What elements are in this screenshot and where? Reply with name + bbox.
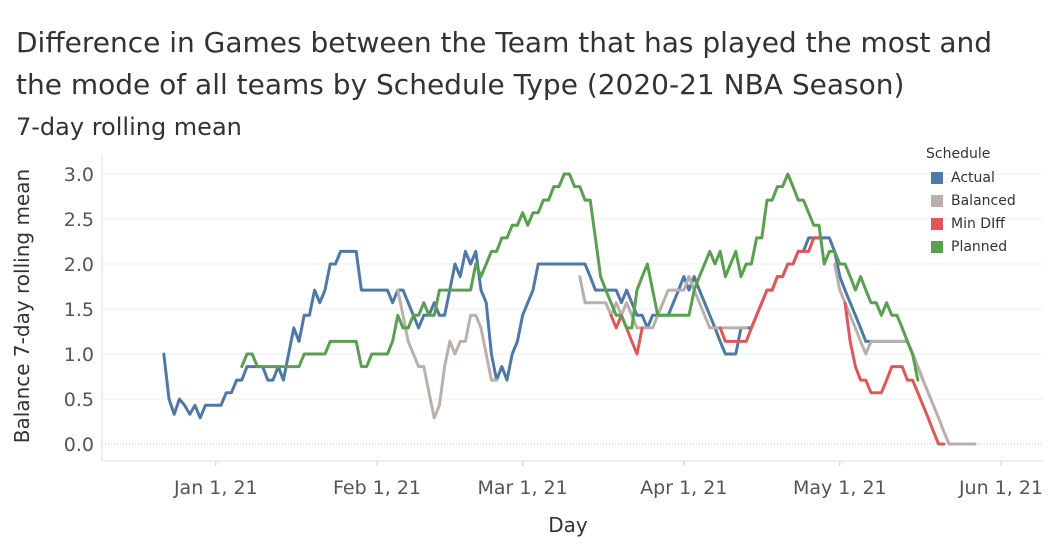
series-line [833, 262, 977, 446]
legend-label: Actual [951, 169, 995, 186]
x-tick-label: Mar 1, 21 [477, 477, 567, 499]
series-line [240, 172, 920, 382]
x-tick-label: Jan 1, 21 [173, 477, 258, 499]
legend-item[interactable]: Min DIff [926, 212, 1016, 235]
y-tick-label: 0.5 [64, 389, 94, 411]
legend-swatch [931, 194, 943, 207]
series-line [162, 236, 925, 420]
x-tick-label: Feb 1, 21 [333, 477, 421, 499]
x-tick-label: May 1, 21 [793, 477, 887, 499]
x-tick-label: Jun 1, 21 [958, 477, 1043, 499]
legend-title: Schedule [926, 146, 991, 162]
chart-title: Difference in Games between the Team tha… [16, 26, 992, 101]
series-planned [240, 172, 920, 382]
x-axis-label: Day [548, 513, 588, 537]
series-line [718, 236, 821, 343]
series-lines [162, 172, 977, 446]
legend-item[interactable]: Balanced [926, 189, 1016, 212]
legend-label: Balanced [951, 192, 1016, 209]
y-tick-label: 0.0 [64, 434, 94, 456]
gridlines [102, 173, 1043, 445]
y-tick-label: 1.5 [64, 299, 94, 321]
axes: 0.0 0.5 1.0 1.5 2.0 2.5 3.0 Jan 1, 21 Feb 1, 21 M… [64, 155, 1043, 499]
x-tick-label: Apr 1, 21 [640, 477, 727, 499]
legend-label: Min DIff [951, 215, 1005, 232]
legend-swatch [931, 217, 943, 230]
legend-swatch [931, 171, 943, 184]
y-tick-label: 2.0 [64, 254, 94, 276]
legend-item[interactable]: Planned [926, 235, 1016, 258]
legend-item[interactable]: Actual [926, 166, 1016, 189]
legend: Schedule Actual Balanced Min DIff Planned [926, 146, 1016, 258]
legend-items: Actual Balanced Min DIff Planned [926, 166, 1016, 258]
legend-label: Planned [951, 238, 1008, 255]
series-line [396, 288, 499, 420]
series-balanced [396, 262, 977, 446]
series-line [609, 313, 644, 356]
chart-subtitle: 7-day rolling mean [16, 113, 242, 141]
y-tick-label: 1.0 [64, 344, 94, 366]
series-line [578, 275, 748, 330]
series-line [843, 301, 946, 446]
y-tick-label: 2.5 [64, 209, 94, 231]
series-actual [162, 236, 925, 420]
legend-swatch [931, 240, 943, 253]
y-tick-label: 3.0 [64, 164, 94, 186]
